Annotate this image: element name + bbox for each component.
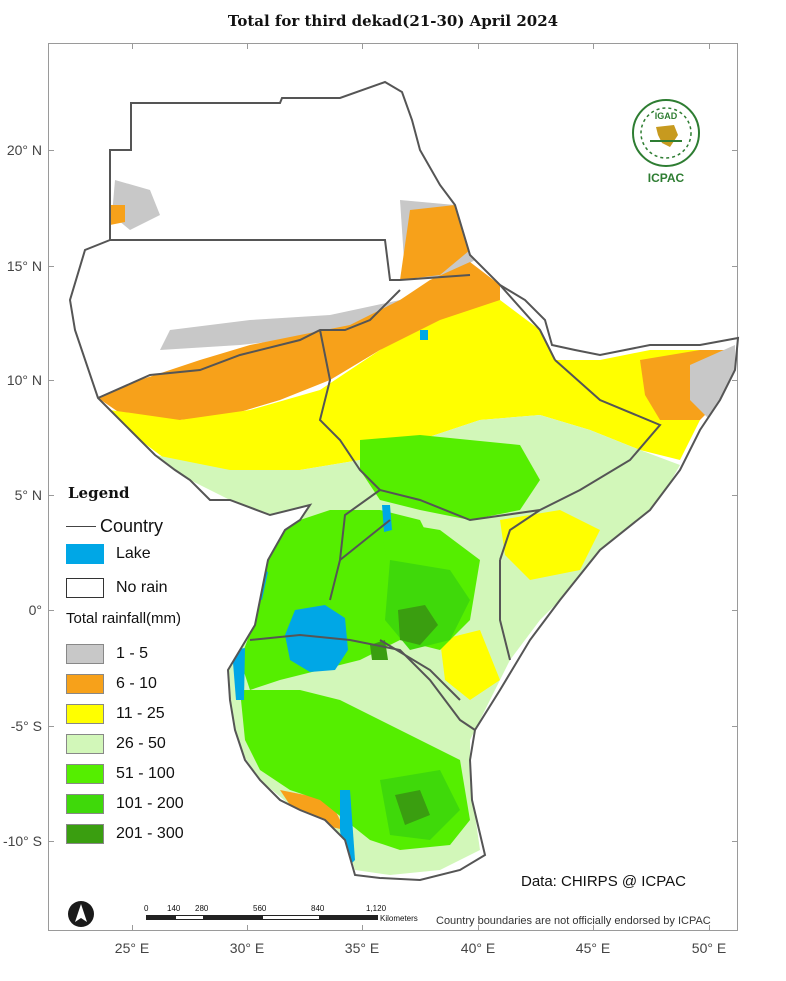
icpac-logo: IGAD ICPAC [628, 97, 704, 189]
tick-mark [247, 925, 248, 931]
tick-mark [709, 925, 710, 931]
lon-label-25e: 25° E [114, 940, 150, 956]
legend-class-swatch [66, 824, 104, 844]
legend-class-row: 26 - 50 [66, 734, 166, 754]
scale-label: 560 [253, 904, 267, 913]
legend-class-swatch [66, 734, 104, 754]
lat-label-5s: -5° S [10, 718, 42, 734]
legend-class-label: 201 - 300 [116, 825, 184, 842]
legend-class-row: 101 - 200 [66, 794, 184, 814]
legend-lake-label: Lake [116, 545, 151, 562]
tick-mark [48, 841, 54, 842]
lat-label-10s: -10° S [2, 833, 42, 849]
north-arrow-icon [68, 901, 94, 927]
scale-label: 1,120 [366, 904, 387, 913]
tick-mark [732, 380, 738, 381]
country-line-icon [66, 526, 96, 527]
scale-unit: Kilometers [380, 914, 418, 923]
data-credit: Data: CHIRPS @ ICPAC [521, 873, 686, 890]
legend-country: Country [66, 516, 163, 537]
tick-mark [247, 43, 248, 49]
tick-mark [593, 43, 594, 49]
tick-mark [732, 266, 738, 267]
tick-mark [478, 925, 479, 931]
map-frame [48, 43, 738, 931]
tick-mark [362, 43, 363, 49]
logo-top-text: IGAD [654, 111, 678, 121]
lon-label-30e: 30° E [229, 940, 265, 956]
scale-segment [262, 915, 320, 920]
legend-no-rain-label: No rain [116, 579, 168, 596]
tick-mark [48, 266, 54, 267]
legend-class-row: 11 - 25 [66, 704, 165, 724]
legend-class-row: 201 - 300 [66, 824, 184, 844]
lake-swatch [66, 544, 104, 564]
scale-label: 0 [144, 904, 149, 913]
tick-mark [732, 726, 738, 727]
lat-label-15n: 15° N [6, 258, 42, 274]
legend-class-swatch [66, 644, 104, 664]
tick-mark [593, 925, 594, 931]
legend-class-label: 11 - 25 [116, 705, 165, 722]
boundary-disclaimer: Country boundaries are not officially en… [436, 915, 711, 927]
tick-mark [478, 43, 479, 49]
lon-label-45e: 45° E [575, 940, 611, 956]
no-rain-swatch [66, 578, 104, 598]
scale-label: 140 [167, 904, 181, 913]
tick-mark [362, 925, 363, 931]
map-title: Total for third dekad(21-30) April 2024 [227, 12, 559, 30]
tick-mark [732, 495, 738, 496]
lon-label-40e: 40° E [460, 940, 496, 956]
tick-mark [732, 610, 738, 611]
logo-bottom-text: ICPAC [647, 171, 685, 185]
legend-class-label: 26 - 50 [116, 735, 166, 752]
lat-label-20n: 20° N [6, 142, 42, 158]
tick-mark [48, 610, 54, 611]
tick-mark [48, 150, 54, 151]
legend-class-label: 1 - 5 [116, 645, 149, 662]
tick-mark [48, 380, 54, 381]
legend-class-row: 6 - 10 [66, 674, 157, 694]
tick-mark [732, 150, 738, 151]
tick-mark [132, 43, 133, 49]
lat-label-0: 0° [28, 602, 42, 618]
legend-country-label: Country [100, 516, 164, 536]
tick-mark [132, 925, 133, 931]
legend-no-rain: No rain [66, 578, 168, 598]
legend-class-row: 1 - 5 [66, 644, 148, 664]
tick-mark [48, 726, 54, 727]
legend-title: Legend [68, 484, 130, 502]
tick-mark [709, 43, 710, 49]
legend-class-label: 101 - 200 [116, 795, 184, 812]
lat-label-10n: 10° N [6, 372, 42, 388]
tick-mark [732, 841, 738, 842]
scale-segment [204, 915, 262, 920]
lon-label-50e: 50° E [691, 940, 727, 956]
scale-segment [146, 915, 175, 920]
scale-bar: 0 140 280 560 840 1,120 Kilometers [140, 904, 440, 928]
lon-label-35e: 35° E [344, 940, 380, 956]
igad-emblem-icon [632, 99, 700, 167]
scale-label: 280 [195, 904, 209, 913]
scale-label: 840 [311, 904, 325, 913]
legend-class-swatch [66, 764, 104, 784]
legend-lake: Lake [66, 544, 151, 564]
scale-segment [320, 915, 378, 920]
lat-label-5n: 5° N [14, 487, 42, 503]
legend-class-swatch [66, 704, 104, 724]
legend-class-label: 6 - 10 [116, 675, 157, 692]
scale-segment [175, 915, 204, 920]
legend-class-swatch [66, 794, 104, 814]
tick-mark [48, 495, 54, 496]
legend-total-rainfall-label: Total rainfall(mm) [66, 610, 182, 627]
legend-class-row: 51 - 100 [66, 764, 175, 784]
legend-class-swatch [66, 674, 104, 694]
legend-class-label: 51 - 100 [116, 765, 175, 782]
